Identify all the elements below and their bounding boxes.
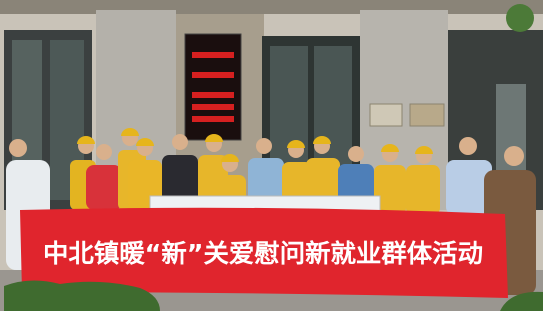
led-line [192,52,234,58]
led-line [192,116,234,122]
led-line [192,72,234,78]
led-line [192,104,234,110]
photo: 中北镇暖“新”关爱慰问新就业群体活动 [0,0,543,311]
eave [0,0,543,14]
plaque [410,104,444,126]
plaque [370,104,402,126]
foliage [506,4,534,32]
banner-text: 中北镇暖“新”关爱慰问新就业群体活动 [43,239,483,268]
led-line [192,92,234,98]
led-sign [185,34,241,140]
